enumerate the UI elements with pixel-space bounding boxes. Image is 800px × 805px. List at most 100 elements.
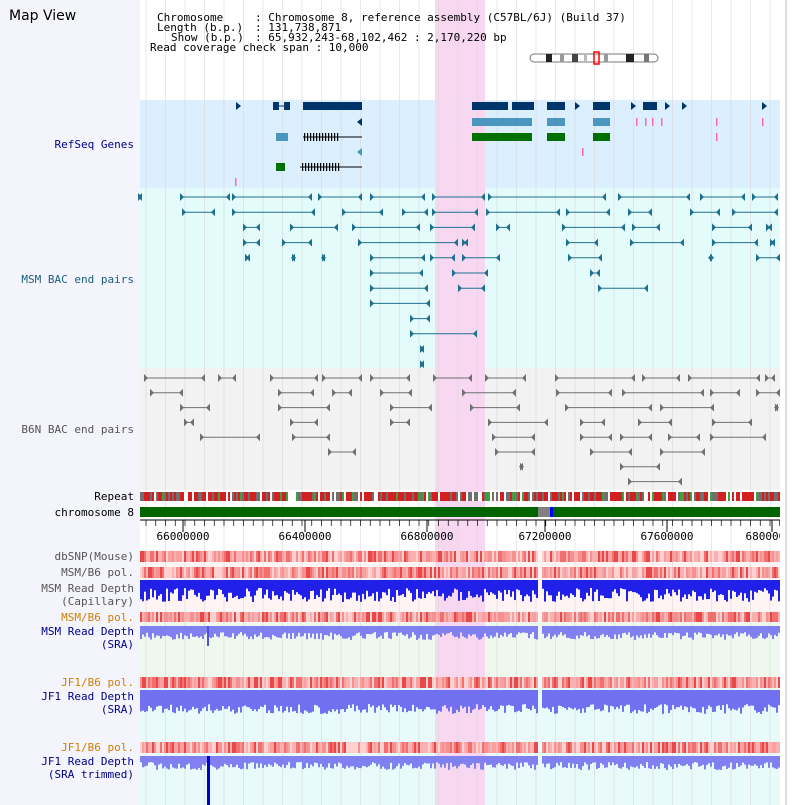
heat-cell: [636, 612, 638, 622]
track-label-jf1-depth-trim[interactable]: JF1 Read Depth: [41, 755, 134, 768]
repeat-segment: [192, 492, 194, 501]
depth-bar: [488, 626, 490, 639]
msm-bac-glyphs[interactable]: [138, 193, 780, 369]
track-label-msm-depth-sra[interactable]: MSM Read Depth: [41, 625, 134, 638]
heat-cell: [436, 551, 438, 562]
heat-cell: [168, 612, 170, 622]
track-label-dbsnp[interactable]: dbSNP(Mouse): [54, 550, 134, 563]
track-label-b6n-bac[interactable]: B6N BAC end pairs: [21, 423, 134, 436]
heat-cell: [702, 567, 704, 578]
heat-cell: [428, 677, 430, 688]
depth-bar: [472, 756, 474, 764]
chromosome-ideogram[interactable]: [529, 51, 659, 65]
heat-cell: [238, 567, 240, 578]
depth-bar: [272, 626, 274, 635]
heat-cell: [530, 567, 532, 578]
repeat-segment: [748, 492, 750, 501]
track-label-msm-b6-pol-2[interactable]: MSM/B6 pol.: [61, 611, 134, 624]
heat-cell: [284, 567, 286, 578]
depth-bar: [432, 580, 434, 592]
heat-cell: [442, 677, 444, 688]
depth-bar: [316, 626, 318, 634]
chromosome-bar[interactable]: [140, 507, 780, 517]
depth-bar: [186, 626, 188, 637]
depth-bar: [400, 756, 402, 769]
heat-cell: [706, 551, 708, 562]
heat-cell: [358, 612, 360, 622]
repeat-segment: [742, 492, 744, 501]
depth-bar: [244, 690, 246, 706]
heat-cell: [398, 742, 400, 753]
track-label-refseq[interactable]: RefSeq Genes: [54, 138, 134, 151]
heat-cell: [628, 742, 630, 753]
depth-bar: [556, 690, 558, 714]
depth-bar: [332, 756, 334, 769]
msm-pair-end: [379, 208, 383, 217]
track-label-jf1-depth-sra[interactable]: JF1 Read Depth: [41, 690, 134, 703]
b6n-bac-glyphs[interactable]: [144, 374, 780, 486]
heat-cell: [720, 677, 722, 688]
heat-cell: [250, 677, 252, 688]
axis-tick-label: 66400000: [279, 530, 332, 543]
heat-cell: [324, 677, 326, 688]
refseq-genes-glyphs[interactable]: [235, 102, 767, 186]
track-label-msm-bac[interactable]: MSM BAC end pairs: [21, 273, 134, 286]
heat-cell: [354, 742, 356, 753]
msm-pair-end: [430, 223, 434, 232]
heat-cell: [190, 567, 192, 578]
heat-cell: [626, 742, 628, 753]
depth-bar: [168, 580, 170, 602]
gene-tick: [636, 118, 638, 126]
heat-cell: [356, 677, 358, 688]
heat-cell: [478, 742, 480, 753]
depth-bar: [336, 580, 338, 595]
track-label-chromosome[interactable]: chromosome 8: [54, 506, 134, 519]
heat-cell: [230, 551, 232, 562]
depth-bar: [224, 756, 226, 764]
heat-cell: [620, 551, 622, 562]
heat-cell: [470, 551, 472, 562]
repeat-segment: [714, 492, 716, 501]
track-label-msm-b6-pol-1[interactable]: MSM/B6 pol.: [61, 566, 134, 579]
depth-bar: [582, 626, 584, 636]
repeat-segment: [538, 492, 540, 501]
depth-bar: [146, 580, 148, 601]
depth-bar: [202, 580, 204, 602]
heat-cell: [742, 677, 744, 688]
track-label-jf1-b6-pol-2[interactable]: JF1/B6 pol.: [61, 741, 134, 754]
heat-cell: [634, 567, 636, 578]
heat-cell: [704, 742, 706, 753]
heat-cell: [590, 567, 592, 578]
depth-bar: [710, 626, 712, 635]
msm-pair-end: [318, 193, 322, 201]
track-label-msm-depth-cap[interactable]: MSM Read Depth: [41, 582, 134, 595]
heat-cell: [430, 567, 432, 578]
heat-cell: [452, 742, 454, 753]
heat-cell: [406, 612, 408, 622]
heat-cell: [462, 567, 464, 578]
heat-cell: [544, 567, 546, 578]
track-label-repeat[interactable]: Repeat: [94, 490, 134, 503]
depth-bar: [586, 626, 588, 637]
heat-cell: [150, 567, 152, 578]
depth-bar: [164, 626, 166, 637]
heat-cell: [338, 567, 340, 578]
heat-cell: [494, 551, 496, 562]
repeat-segment: [594, 492, 596, 501]
heat-cell: [608, 742, 610, 753]
repeat-segment: [186, 492, 188, 501]
track-label-jf1-b6-pol-1[interactable]: JF1/B6 pol.: [61, 676, 134, 689]
read-coverage-span: Read coverage check span : 10,000: [150, 41, 369, 54]
depth-bar: [688, 756, 690, 766]
depth-bar: [404, 580, 406, 598]
repeat-segment: [684, 492, 686, 501]
heat-cell: [508, 551, 510, 562]
heat-cell: [414, 677, 416, 688]
depth-bar: [776, 690, 778, 713]
depth-bar: [468, 626, 470, 635]
heat-cell: [474, 612, 476, 622]
depth-bar: [360, 580, 362, 602]
heat-cell: [380, 612, 382, 622]
